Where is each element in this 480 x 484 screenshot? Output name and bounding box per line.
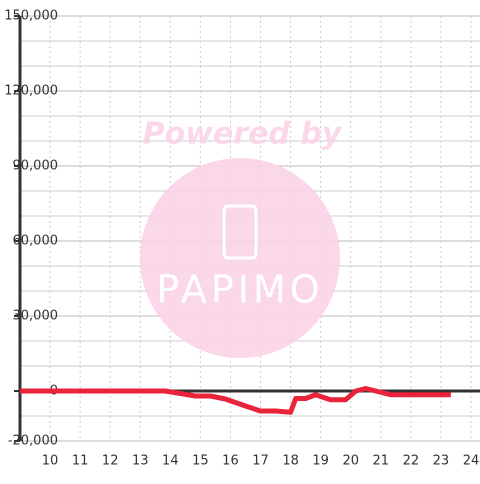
x-tick-label: 12: [102, 454, 119, 469]
x-tick-label: 17: [252, 454, 269, 469]
x-tick-label: 19: [312, 454, 329, 469]
watermark-brand: PAPIMO: [156, 268, 323, 312]
x-tick-label: 18: [282, 454, 299, 469]
y-tick-label: -20,000: [8, 434, 58, 449]
y-tick-label: 60,000: [13, 234, 59, 249]
y-tick-label: 90,000: [13, 159, 59, 174]
x-tick-label: 15: [192, 454, 209, 469]
x-tick-label: 24: [463, 454, 480, 469]
watermark-icon: [222, 204, 258, 260]
x-tick-label: 11: [72, 454, 89, 469]
watermark: Powered by PAPIMO: [140, 117, 343, 358]
x-tick-label: 20: [342, 454, 359, 469]
x-tick-label: 23: [433, 454, 450, 469]
x-tick-label: 16: [222, 454, 239, 469]
watermark-title: Powered by: [143, 117, 343, 152]
x-tick-label: 22: [403, 454, 420, 469]
line-series: [20, 386, 451, 415]
x-tick-label: 21: [373, 454, 390, 469]
x-tick-label: 13: [132, 454, 149, 469]
plot: -20,000030,00060,00090,000120,000150,000…: [4, 9, 480, 469]
x-tick-label: 10: [42, 454, 59, 469]
y-tick-label: 120,000: [4, 84, 58, 99]
x-tick-label: 14: [162, 454, 179, 469]
y-tick-label: 30,000: [13, 309, 59, 324]
y-tick-label: 150,000: [4, 9, 58, 24]
